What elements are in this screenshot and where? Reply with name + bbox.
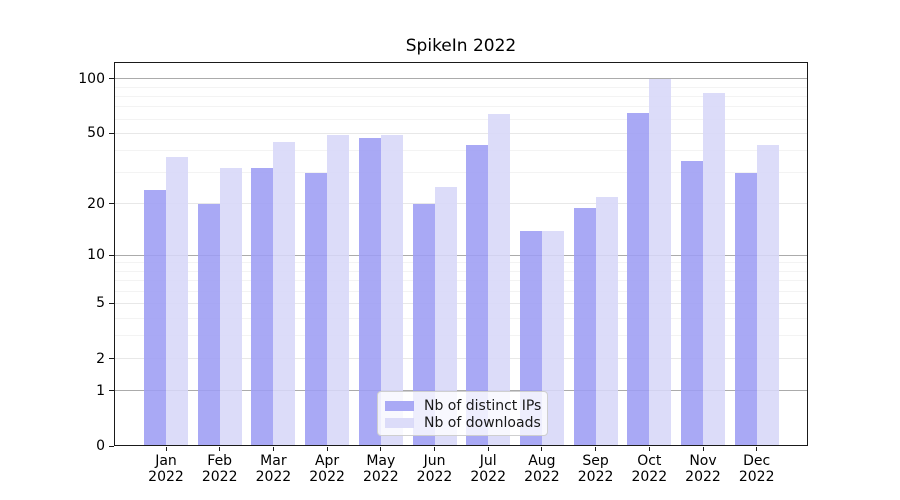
x-tick-label-aug: Aug 2022 [524, 453, 560, 485]
bar-nb-of-distinct-ips-dec [734, 172, 757, 446]
gridline-y-50 [114, 132, 808, 134]
x-tick-mark-dec [756, 447, 758, 451]
x-tick-label-oct: Oct 2022 [631, 453, 668, 485]
x-tick-label-jun: Jun 2022 [416, 453, 453, 485]
chart-title: SpikeIn 2022 [405, 36, 517, 56]
x-tick-label-dec: Dec 2022 [738, 453, 775, 485]
gridline-y-4 [114, 317, 808, 319]
y-tick-mark-10 [109, 254, 114, 256]
y-tick-mark-5 [109, 302, 114, 304]
x-tick-mark-oct [648, 447, 650, 451]
gridline-y-9 [114, 262, 808, 264]
y-tick-label-100: 100 [78, 70, 105, 87]
gridline-y-6 [114, 290, 808, 292]
bars-layer [114, 62, 808, 446]
bar-nb-of-distinct-ips-apr [305, 172, 328, 446]
x-tick-mark-feb [219, 447, 221, 451]
bar-nb-of-distinct-ips-may [358, 138, 381, 446]
y-tick-mark-2 [109, 358, 114, 360]
gridline-y-3 [114, 335, 808, 337]
bar-nb-of-downloads-jul [488, 114, 511, 446]
bar-nb-of-downloads-dec [756, 145, 779, 446]
x-tick-label-sep: Sep 2022 [577, 453, 614, 485]
bar-nb-of-downloads-jun [434, 186, 457, 446]
bar-nb-of-downloads-apr [327, 134, 350, 446]
bar-nb-of-downloads-jan [166, 156, 188, 446]
x-tick-label-feb: Feb 2022 [201, 453, 238, 485]
y-tick-mark-0 [109, 445, 114, 447]
legend-item-downloads: Nb of downloads [385, 414, 541, 431]
x-tick-mark-may [380, 447, 382, 451]
x-tick-mark-jul [487, 447, 489, 451]
x-tick-label-may: May 2022 [362, 453, 399, 485]
x-tick-label-jul: Jul 2022 [470, 453, 506, 485]
bar-nb-of-distinct-ips-oct [627, 112, 650, 446]
bar-nb-of-distinct-ips-jan [144, 190, 166, 446]
x-tick-mark-sep [595, 447, 597, 451]
legend-swatch-distinct-ips [385, 400, 414, 411]
legend-item-distinct-ips: Nb of distinct IPs [385, 397, 542, 414]
x-tick-label-jan: Jan 2022 [148, 453, 184, 485]
gridline-y-40 [114, 150, 808, 152]
grid-layer [114, 62, 808, 446]
gridline-y-8 [114, 270, 808, 272]
y-tick-label-20: 20 [87, 195, 105, 212]
bar-nb-of-distinct-ips-feb [197, 203, 220, 446]
x-tick-label-apr: Apr 2022 [309, 453, 345, 485]
plot-area: Nb of distinct IPs Nb of downloads [114, 62, 808, 446]
bar-nb-of-distinct-ips-sep [573, 207, 596, 446]
gridline-y-60 [114, 118, 808, 120]
gridline-y-2 [114, 358, 808, 360]
y-tick-label-0: 0 [96, 438, 105, 454]
y-tick-label-50: 50 [87, 125, 105, 142]
bar-nb-of-downloads-may [380, 134, 403, 446]
gridline-y-100 [114, 78, 808, 80]
bar-nb-of-distinct-ips-jun [412, 203, 435, 446]
gridline-y-80 [114, 96, 808, 97]
x-tick-mark-jan [165, 447, 167, 451]
gridline-y-70 [114, 106, 808, 108]
x-tick-mark-aug [541, 447, 543, 451]
bar-nb-of-downloads-oct [649, 78, 672, 446]
x-tick-mark-nov [702, 447, 704, 451]
gridline-y-1 [114, 390, 808, 392]
y-tick-label-1: 1 [96, 382, 105, 399]
bar-nb-of-downloads-feb [219, 167, 242, 446]
bar-nb-of-downloads-mar [273, 141, 296, 446]
gridline-y-10 [114, 254, 808, 256]
bar-nb-of-distinct-ips-nov [681, 160, 703, 446]
gridline-y-5 [114, 302, 808, 304]
bar-nb-of-downloads-sep [595, 196, 618, 446]
x-tick-mark-apr [326, 447, 328, 451]
gridline-y-7 [114, 280, 808, 282]
legend-label-distinct-ips: Nb of distinct IPs [424, 397, 542, 414]
legend-label-downloads: Nb of downloads [424, 414, 541, 431]
legend-swatch-downloads [385, 417, 414, 428]
y-tick-mark-1 [109, 390, 114, 392]
bar-nb-of-distinct-ips-mar [251, 167, 274, 446]
gridline-y-90 [114, 86, 808, 88]
x-tick-mark-jun [434, 447, 435, 451]
y-tick-mark-20 [109, 203, 114, 205]
gridline-y-20 [114, 203, 808, 205]
y-tick-label-10: 10 [87, 247, 105, 264]
gridline-y-30 [114, 172, 808, 174]
x-tick-label-nov: Nov 2022 [685, 453, 721, 485]
bar-nb-of-downloads-nov [703, 92, 725, 446]
x-tick-mark-mar [272, 447, 274, 451]
y-tick-mark-50 [109, 132, 114, 134]
y-tick-mark-100 [109, 78, 114, 80]
x-tick-label-mar: Mar 2022 [255, 453, 292, 485]
y-tick-label-2: 2 [96, 350, 105, 367]
legend: Nb of distinct IPs Nb of downloads [377, 391, 548, 436]
y-tick-label-5: 5 [96, 295, 105, 312]
bar-nb-of-distinct-ips-jul [466, 145, 489, 446]
